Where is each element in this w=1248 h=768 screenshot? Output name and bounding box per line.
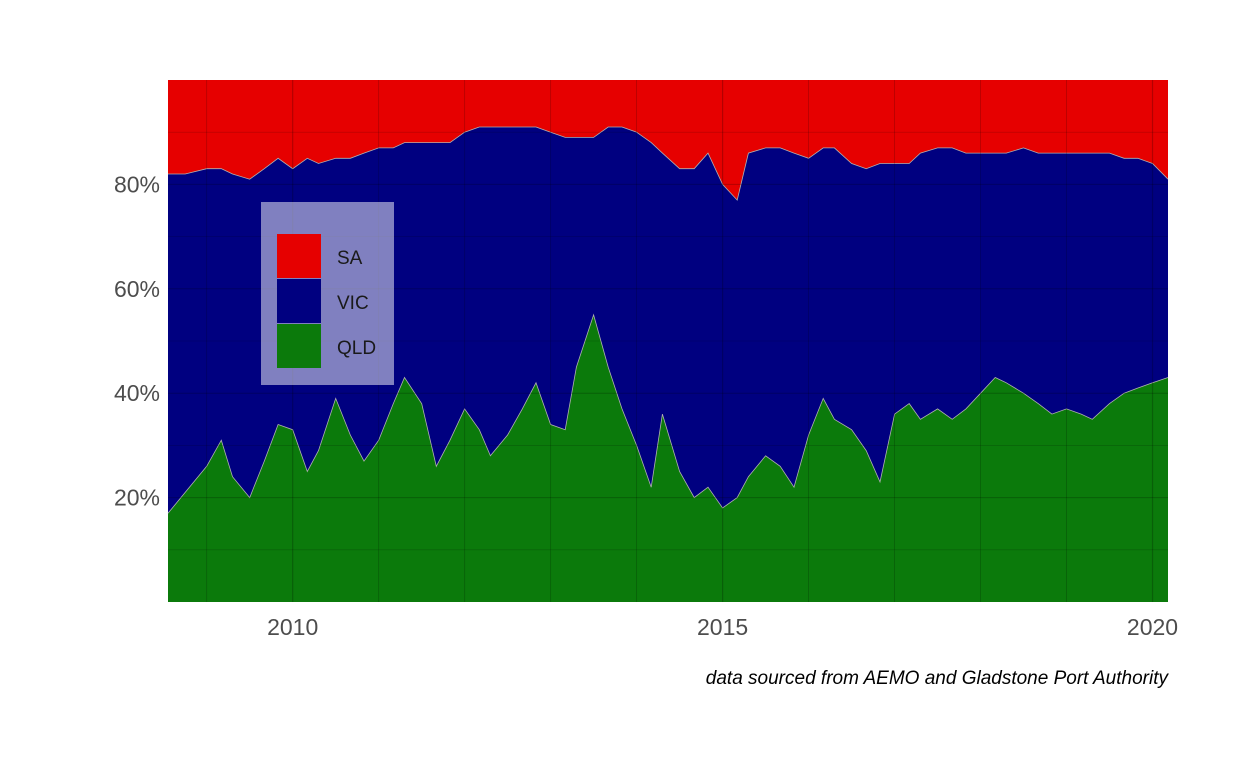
y-tick-label: 20% <box>114 485 160 511</box>
legend-label-sa: SA <box>337 248 363 269</box>
legend: SA VIC QLD <box>261 202 394 385</box>
legend-swatch-sa <box>277 234 321 278</box>
legend-swatch-qld <box>277 324 321 368</box>
legend-label-qld: QLD <box>337 338 376 359</box>
series-area-qld <box>168 314 1168 602</box>
x-tick-label: 2010 <box>267 614 318 640</box>
legend-label-vic: VIC <box>337 293 369 314</box>
x-tick-label: 2015 <box>697 614 748 640</box>
y-tick-label: 60% <box>114 276 160 302</box>
y-tick-label: 80% <box>114 171 160 197</box>
y-tick-label: 40% <box>114 380 160 406</box>
x-tick-label: 2020 <box>1127 614 1178 640</box>
plot-area <box>167 80 1169 602</box>
legend-swatch-vic <box>277 279 321 323</box>
series-line-qld <box>167 313 1169 514</box>
series-line-vic <box>168 126 1169 201</box>
y-axis-ticks: 20% 40% 60% 80% <box>114 171 160 510</box>
x-axis-ticks: 2010 2015 2020 <box>267 614 1178 640</box>
chart-caption: data sourced from AEMO and Gladstone Por… <box>706 668 1170 689</box>
